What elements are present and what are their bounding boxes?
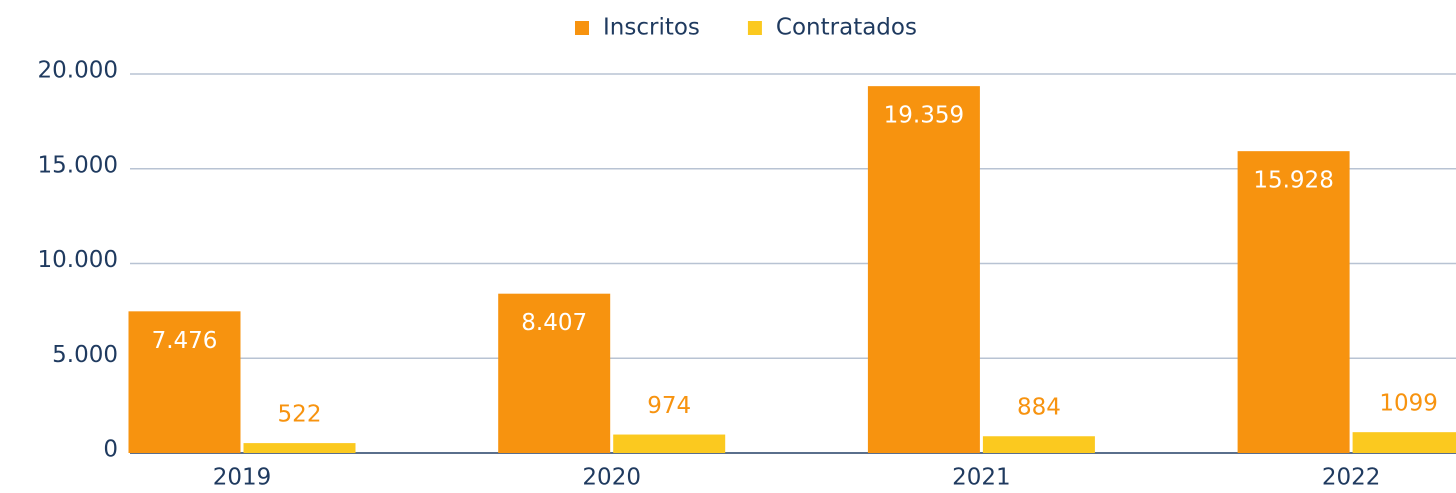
data-label: 15.928 (1253, 168, 1333, 194)
y-tick-label: 0 (103, 437, 118, 463)
bar (1237, 151, 1350, 453)
data-label: 884 (1017, 395, 1061, 421)
bar (613, 434, 726, 453)
y-tick-label: 10.000 (38, 247, 118, 273)
data-label: 8.407 (521, 310, 587, 336)
y-tick-label: 20.000 (38, 58, 118, 84)
x-tick-label: 2020 (582, 465, 641, 491)
bar (867, 86, 980, 454)
bar (1352, 432, 1456, 453)
bar (982, 436, 1095, 453)
bar (243, 443, 356, 453)
data-label: 19.359 (884, 103, 964, 129)
data-label: 974 (647, 393, 691, 419)
y-tick-label: 5.000 (52, 342, 118, 368)
x-tick-label: 2022 (1322, 465, 1381, 491)
bar (498, 293, 611, 453)
data-label: 522 (278, 402, 322, 428)
legend-swatch (575, 21, 589, 35)
bar (128, 311, 241, 453)
legend-label: Contratados (776, 15, 917, 41)
x-tick-label: 2021 (952, 465, 1011, 491)
y-tick-label: 15.000 (38, 152, 118, 178)
data-label: 1099 (1379, 391, 1438, 417)
legend-swatch (747, 21, 762, 35)
data-label: 7.476 (152, 328, 218, 354)
legend-label: Inscritos (603, 15, 700, 41)
x-tick-label: 2019 (213, 465, 272, 491)
